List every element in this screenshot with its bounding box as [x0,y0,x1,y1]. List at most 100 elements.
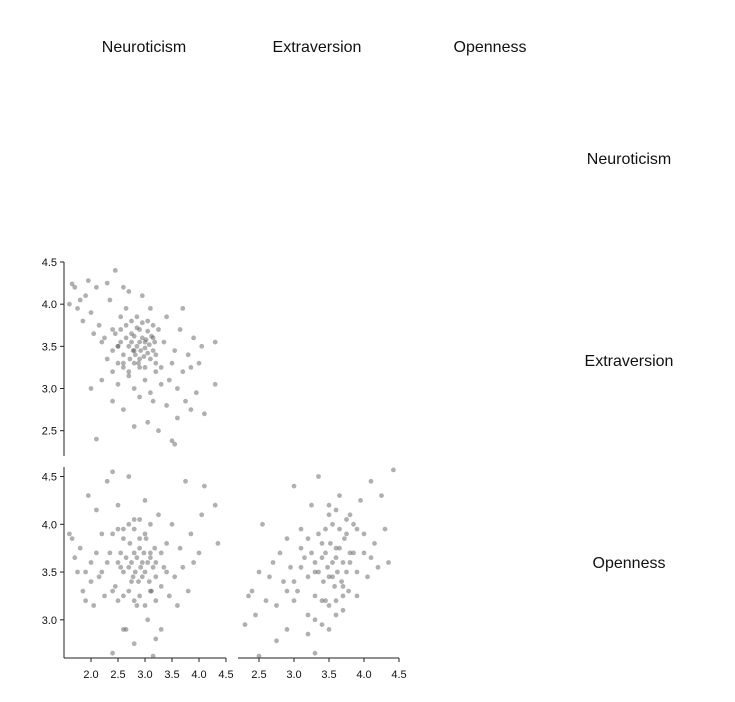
scatter-point [121,360,126,366]
y-tick-label: 4.5 [42,257,57,269]
scatter-point [148,555,153,561]
scatter-point [115,502,121,508]
scatter-point [188,365,194,370]
scatter-point [88,386,94,391]
scatter-point [150,335,156,341]
scatter-point [274,603,279,608]
scatter-point [131,641,137,647]
scatter-point [121,593,126,599]
row-title-neuroticism: Neuroticism [587,151,671,168]
y-tick-label: 3.5 [42,567,57,579]
scatter-point [142,377,148,383]
scatter-point [153,598,159,604]
scatter-point [85,493,91,498]
scatter-point [150,348,156,353]
scatter-point [110,369,115,375]
scatter-point [88,310,94,315]
scatter-point [347,560,353,565]
scatter-point [337,526,342,532]
scatter-point [180,306,186,311]
scatter-point [142,365,148,370]
scatter-point [145,328,151,334]
scatter-point [69,281,75,287]
scatter-point [72,555,78,561]
scatter-point [141,550,147,556]
scatter-point [152,339,158,345]
scatter-point [110,650,115,656]
scatter-point [375,564,381,570]
scatter-point [183,398,188,404]
scatter-point [121,407,126,412]
scatter-point [139,560,145,565]
scatter-point [139,320,145,326]
scatter-point [188,531,194,537]
scatter-point [143,337,149,342]
scatter-point [123,555,129,561]
scatter-point [284,536,290,541]
scatter-point [164,314,170,320]
scatter-point [212,339,218,345]
scatter-point [130,348,136,353]
scatter-point [180,369,186,375]
scatter-point [127,541,133,546]
scatter-point [361,550,367,556]
scatter-point [202,483,207,489]
scatter-point [150,322,156,328]
scatter-point [91,331,97,337]
scatter-point [137,339,143,345]
scatter-point [185,352,191,358]
scatter-point [104,560,110,565]
scatter-point [141,354,147,359]
scatter-point [130,574,136,580]
scatter-point [326,603,332,608]
scatter-point [351,521,356,527]
scatter-point [148,390,153,396]
scatter-point [80,318,86,324]
scatter-point [340,584,346,589]
scatter-point [72,284,78,290]
scatter-point [99,339,105,345]
scatter-point [142,339,148,345]
scatter-point [152,545,158,551]
scatter-point [156,428,161,434]
scatter-point [260,521,265,527]
scatter-point [153,574,159,580]
scatter-point [110,327,115,332]
scatter-point [164,403,170,408]
scatter-point [161,339,167,345]
scatter-point [131,424,137,429]
scatter-point [107,297,113,303]
scatter-point [121,526,126,532]
y-tick-label: 4.0 [42,519,57,531]
scatter-point [321,579,326,584]
scatter-point [136,360,141,366]
scatter-point [115,343,121,349]
scatter-point [333,507,339,513]
scatter-point [242,622,248,627]
scatter-point [312,569,318,575]
scatter-point [127,356,133,362]
scatter-point [199,512,205,518]
scatter-point [138,348,144,353]
scatter-point [354,526,360,532]
scatter-point [298,526,304,532]
scatter-point [136,579,141,584]
scatter-point [129,579,134,584]
scatter-point [148,306,153,311]
scatter-point [88,560,94,565]
scatter-point [138,564,144,570]
scatter-point [121,569,126,575]
scatter-point [112,331,118,337]
scatter-point [129,339,134,345]
scatter-point [88,579,94,584]
scatter-point [325,564,330,570]
scatter-point [126,373,132,379]
scatter-point [284,627,290,632]
scatter-point [149,333,154,339]
scatter-point [158,381,164,387]
scatter-point [172,574,178,580]
scatter-point [69,536,75,541]
scatter-point [118,327,124,332]
scatter-point [391,467,396,473]
